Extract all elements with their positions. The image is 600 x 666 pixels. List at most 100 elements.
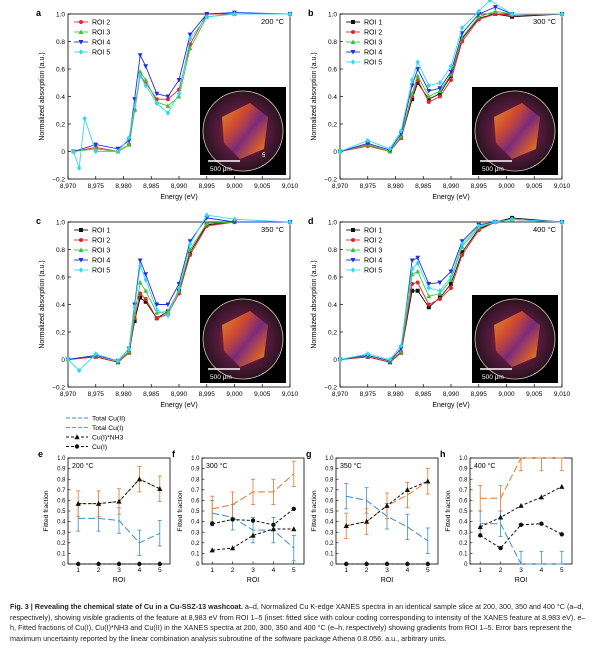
data-point (137, 279, 143, 285)
data-point (291, 506, 296, 512)
inset-image: 500 μm (472, 295, 558, 383)
y-tick-label: 0.1 (191, 552, 200, 558)
panel-letter: b (308, 8, 314, 18)
data-point (344, 561, 349, 567)
y-tick-label: 0.6 (56, 66, 65, 73)
data-point (132, 304, 137, 311)
data-point (154, 302, 160, 308)
caption-title: Revealing the chemical state of Cu in a … (34, 602, 245, 611)
y-tick-label: 0.2 (56, 329, 65, 336)
x-tick-label: 5 (426, 567, 430, 574)
data-point (137, 263, 143, 269)
y-tick-label: 0 (62, 562, 66, 568)
data-point (437, 297, 442, 301)
legend-entry: Cu(I)*NH3 (92, 434, 124, 441)
figure-caption: Fig. 3 | Revealing the chemical state of… (10, 602, 590, 644)
data-point (143, 82, 148, 89)
x-tick-label: 8,975 (88, 183, 105, 190)
xanes-panel-b: b 500 μm −0.2 0 0.2 0.4 0.6 0.8 1.0 8,970 8,975 8,9… (308, 0, 571, 201)
x-tick-label: 8,975 (88, 391, 105, 398)
temperature-label: 200 °C (261, 17, 285, 26)
y-axis-label: Normalized absorption (a.u.) (39, 52, 46, 140)
legend-marker (351, 20, 355, 24)
data-point (364, 561, 369, 567)
data-point (204, 220, 210, 226)
fitted-fraction-panels: Total Cu(II)Total Cu(I)Cu(I)*NH3Cu(I)e20… (38, 415, 573, 584)
x-tick-label: 3 (251, 567, 255, 574)
y-tick-label: 0.8 (56, 39, 65, 46)
data-point (75, 500, 81, 506)
y-axis-label: Normalized absorption (a.u.) (311, 260, 318, 348)
y-tick-label: 0.3 (459, 530, 468, 536)
data-point (476, 8, 481, 15)
data-point (176, 90, 182, 97)
data-point (415, 80, 420, 85)
x-tick-label: 1 (76, 567, 80, 574)
y-tick-label: 0.4 (191, 520, 200, 526)
data-point (478, 533, 483, 538)
series-cu-i-nh3 (75, 476, 163, 506)
data-point (493, 8, 498, 14)
data-point (365, 141, 371, 146)
data-point (460, 253, 465, 257)
data-point (176, 285, 182, 291)
legend-marker (350, 39, 356, 44)
data-point (459, 241, 465, 247)
data-point (437, 280, 443, 286)
data-point (96, 500, 102, 506)
data-point (157, 561, 162, 567)
y-tick-label: 0.9 (459, 467, 468, 473)
data-point (559, 532, 564, 537)
data-point (448, 69, 454, 75)
x-tick-label: 9,005 (526, 391, 543, 398)
data-point (204, 212, 209, 218)
x-axis-label: ROI (113, 577, 126, 584)
xanes-panels: a 500 μm 5 −0.2 0 0.2 0.4 0.6 0.8 1.0 8,970 8,975 8,… (36, 0, 571, 409)
data-point (410, 97, 415, 102)
y-tick-label: 0.7 (57, 488, 66, 494)
xanes-panel-d: d 500 μm −0.2 0 0.2 0.4 0.6 0.8 1.0 8,970 8,975 8,9… (308, 215, 571, 409)
legend-entry: ROI 2 (92, 19, 110, 26)
series-cu-i-nh3 (343, 478, 431, 529)
x-tick-label: 5 (158, 567, 162, 574)
legend-entry: ROI 4 (92, 257, 110, 264)
legend-marker (351, 238, 355, 242)
y-tick-label: 0.4 (325, 520, 334, 526)
data-point (154, 100, 159, 107)
y-tick-label: 0.3 (325, 530, 334, 536)
data-point (426, 293, 432, 299)
series-line (339, 6, 562, 152)
xanes-panel-a: a 500 μm 5 −0.2 0 0.2 0.4 0.6 0.8 1.0 8,970 8,975 8,… (36, 8, 299, 201)
figure-canvas: a 500 μm 5 −0.2 0 0.2 0.4 0.6 0.8 1.0 8,970 8,975 8,… (36, 0, 573, 584)
series-line (73, 13, 290, 152)
x-tick-label: 5 (292, 567, 296, 574)
data-point (426, 82, 431, 89)
data-point (138, 291, 143, 296)
x-tick-label: 8,990 (171, 183, 188, 190)
x-tick-label: 9,000 (498, 183, 515, 190)
data-point (409, 265, 415, 272)
data-point (559, 219, 565, 225)
data-point (165, 94, 171, 100)
y-tick-label: 0.6 (191, 499, 200, 505)
data-point (493, 219, 498, 225)
y-tick-label: 0 (61, 357, 65, 364)
x-axis-label: Energy (eV) (160, 402, 197, 409)
panel-letter: f (172, 449, 176, 459)
series-line (212, 528, 294, 551)
x-tick-label: 8,995 (199, 391, 216, 398)
data-point (187, 32, 193, 38)
panel-letter: a (36, 8, 42, 18)
temperature-label: 300 °C (206, 462, 227, 470)
x-axis-label: ROI (247, 577, 260, 584)
x-tick-label: 2 (231, 567, 235, 574)
data-point (187, 45, 193, 51)
fraction-panel-e: e 200 °C 0 0.1 0.2 0.3 0.4 0.5 0.6 0.7 0.8 0.9 1.0 1 2… (38, 449, 171, 584)
y-tick-label: 0.8 (191, 477, 200, 483)
y-tick-label: 1.0 (325, 456, 334, 462)
panel-letter: g (306, 449, 312, 459)
inset-image: 500 μm (472, 87, 558, 175)
x-tick-label: 3 (117, 567, 121, 574)
data-point (387, 145, 393, 152)
y-tick-label: 0.5 (325, 509, 334, 515)
